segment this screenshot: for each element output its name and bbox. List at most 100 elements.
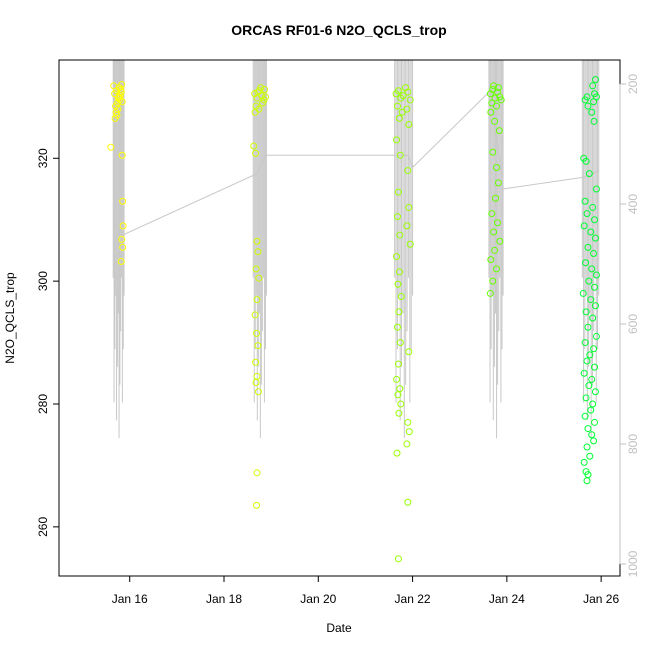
- data-point: [579, 289, 587, 297]
- data-point: [492, 265, 500, 273]
- data-point: [393, 253, 401, 261]
- connector-segment: [412, 90, 491, 168]
- data-point: [254, 248, 262, 256]
- data-point: [581, 96, 589, 104]
- data-point: [251, 311, 259, 319]
- data-point: [394, 188, 402, 196]
- y-tick-label: 320: [36, 148, 50, 168]
- data-point: [253, 296, 261, 304]
- data-point: [497, 96, 505, 104]
- data-point: [590, 345, 598, 353]
- data-point: [588, 108, 596, 116]
- data-point: [585, 382, 593, 390]
- data-point: [492, 102, 500, 110]
- data-point: [396, 385, 404, 393]
- data-point: [403, 222, 411, 230]
- data-point: [494, 84, 502, 92]
- y2-tick-label: 600: [626, 314, 640, 334]
- data-point: [495, 127, 503, 135]
- data-point: [395, 268, 403, 276]
- data-point: [118, 81, 126, 89]
- data-point: [584, 323, 592, 331]
- data-point: [394, 391, 402, 399]
- data-point: [404, 88, 412, 96]
- x-tick-label: Jan 26: [583, 592, 619, 606]
- data-point: [591, 302, 599, 310]
- data-point: [118, 235, 126, 243]
- x-tick-label: Jan 22: [395, 592, 431, 606]
- data-point: [261, 85, 269, 93]
- data-point: [591, 418, 599, 426]
- connector-segment: [489, 90, 504, 190]
- data-point: [591, 76, 599, 84]
- data-point: [587, 296, 595, 304]
- data-point: [118, 151, 126, 159]
- data-point: [394, 360, 402, 368]
- data-point: [403, 440, 411, 448]
- data-point: [403, 105, 411, 113]
- data-point: [404, 167, 412, 175]
- data-point: [589, 400, 597, 408]
- data-point: [589, 314, 597, 322]
- data-point: [488, 99, 496, 107]
- chart-title: ORCAS RF01-6 N2O_QCLS_trop: [231, 22, 446, 38]
- data-point: [591, 388, 599, 396]
- data-point: [494, 179, 502, 187]
- data-point: [492, 194, 500, 202]
- data-point: [252, 265, 260, 273]
- data-point: [405, 348, 413, 356]
- data-point: [397, 293, 405, 300]
- data-point: [117, 257, 125, 265]
- data-point: [393, 375, 401, 383]
- data-point: [393, 213, 401, 221]
- data-point: [585, 170, 593, 178]
- data-point: [590, 98, 598, 106]
- data-point: [591, 234, 599, 242]
- data-point: [257, 84, 265, 92]
- data-point: [582, 157, 590, 165]
- data-point: [254, 388, 262, 396]
- data-point: [107, 143, 115, 151]
- data-point: [580, 369, 588, 377]
- data-point: [406, 240, 414, 248]
- data-point: [489, 148, 497, 156]
- data-point: [581, 339, 589, 347]
- data-point: [589, 203, 597, 211]
- data-point: [580, 222, 588, 230]
- y-axis: 260 280 300 320: [36, 148, 60, 537]
- data-point: [588, 265, 596, 273]
- data-point: [591, 363, 599, 371]
- data-point: [582, 394, 590, 402]
- data-point: [586, 452, 594, 460]
- connector-segment: [503, 176, 588, 190]
- connector-segment: [122, 173, 258, 236]
- data-point: [584, 425, 592, 433]
- y2-tick-label: 200: [626, 74, 640, 94]
- data-point: [396, 151, 404, 159]
- data-point: [399, 92, 407, 100]
- data-point: [405, 428, 413, 436]
- y2-tick-label: 400: [626, 194, 640, 214]
- data-point: [590, 250, 598, 257]
- y2-tick-label: 1000: [626, 550, 640, 577]
- x-tick-label: Jan 20: [300, 592, 336, 606]
- data-point: [253, 501, 261, 509]
- data-point: [588, 375, 596, 383]
- right-pressure-axis: 200 400 600 800 1000: [619, 74, 640, 577]
- data-point: [496, 237, 504, 245]
- data-point: [592, 185, 600, 193]
- data-point: [259, 99, 267, 107]
- y-axis-label: N2O_QCLS_trop: [3, 272, 17, 364]
- data-point: [405, 203, 413, 211]
- data-point: [406, 96, 414, 104]
- x-tick-label: Jan 24: [489, 592, 525, 606]
- connector-segment: [407, 155, 414, 168]
- data-point: [394, 280, 402, 288]
- data-point: [588, 431, 596, 439]
- data-point: [582, 308, 590, 316]
- data-point: [491, 94, 499, 102]
- x-tick-label: Jan 16: [112, 592, 148, 606]
- data-point: [252, 379, 260, 386]
- data-point: [487, 256, 495, 264]
